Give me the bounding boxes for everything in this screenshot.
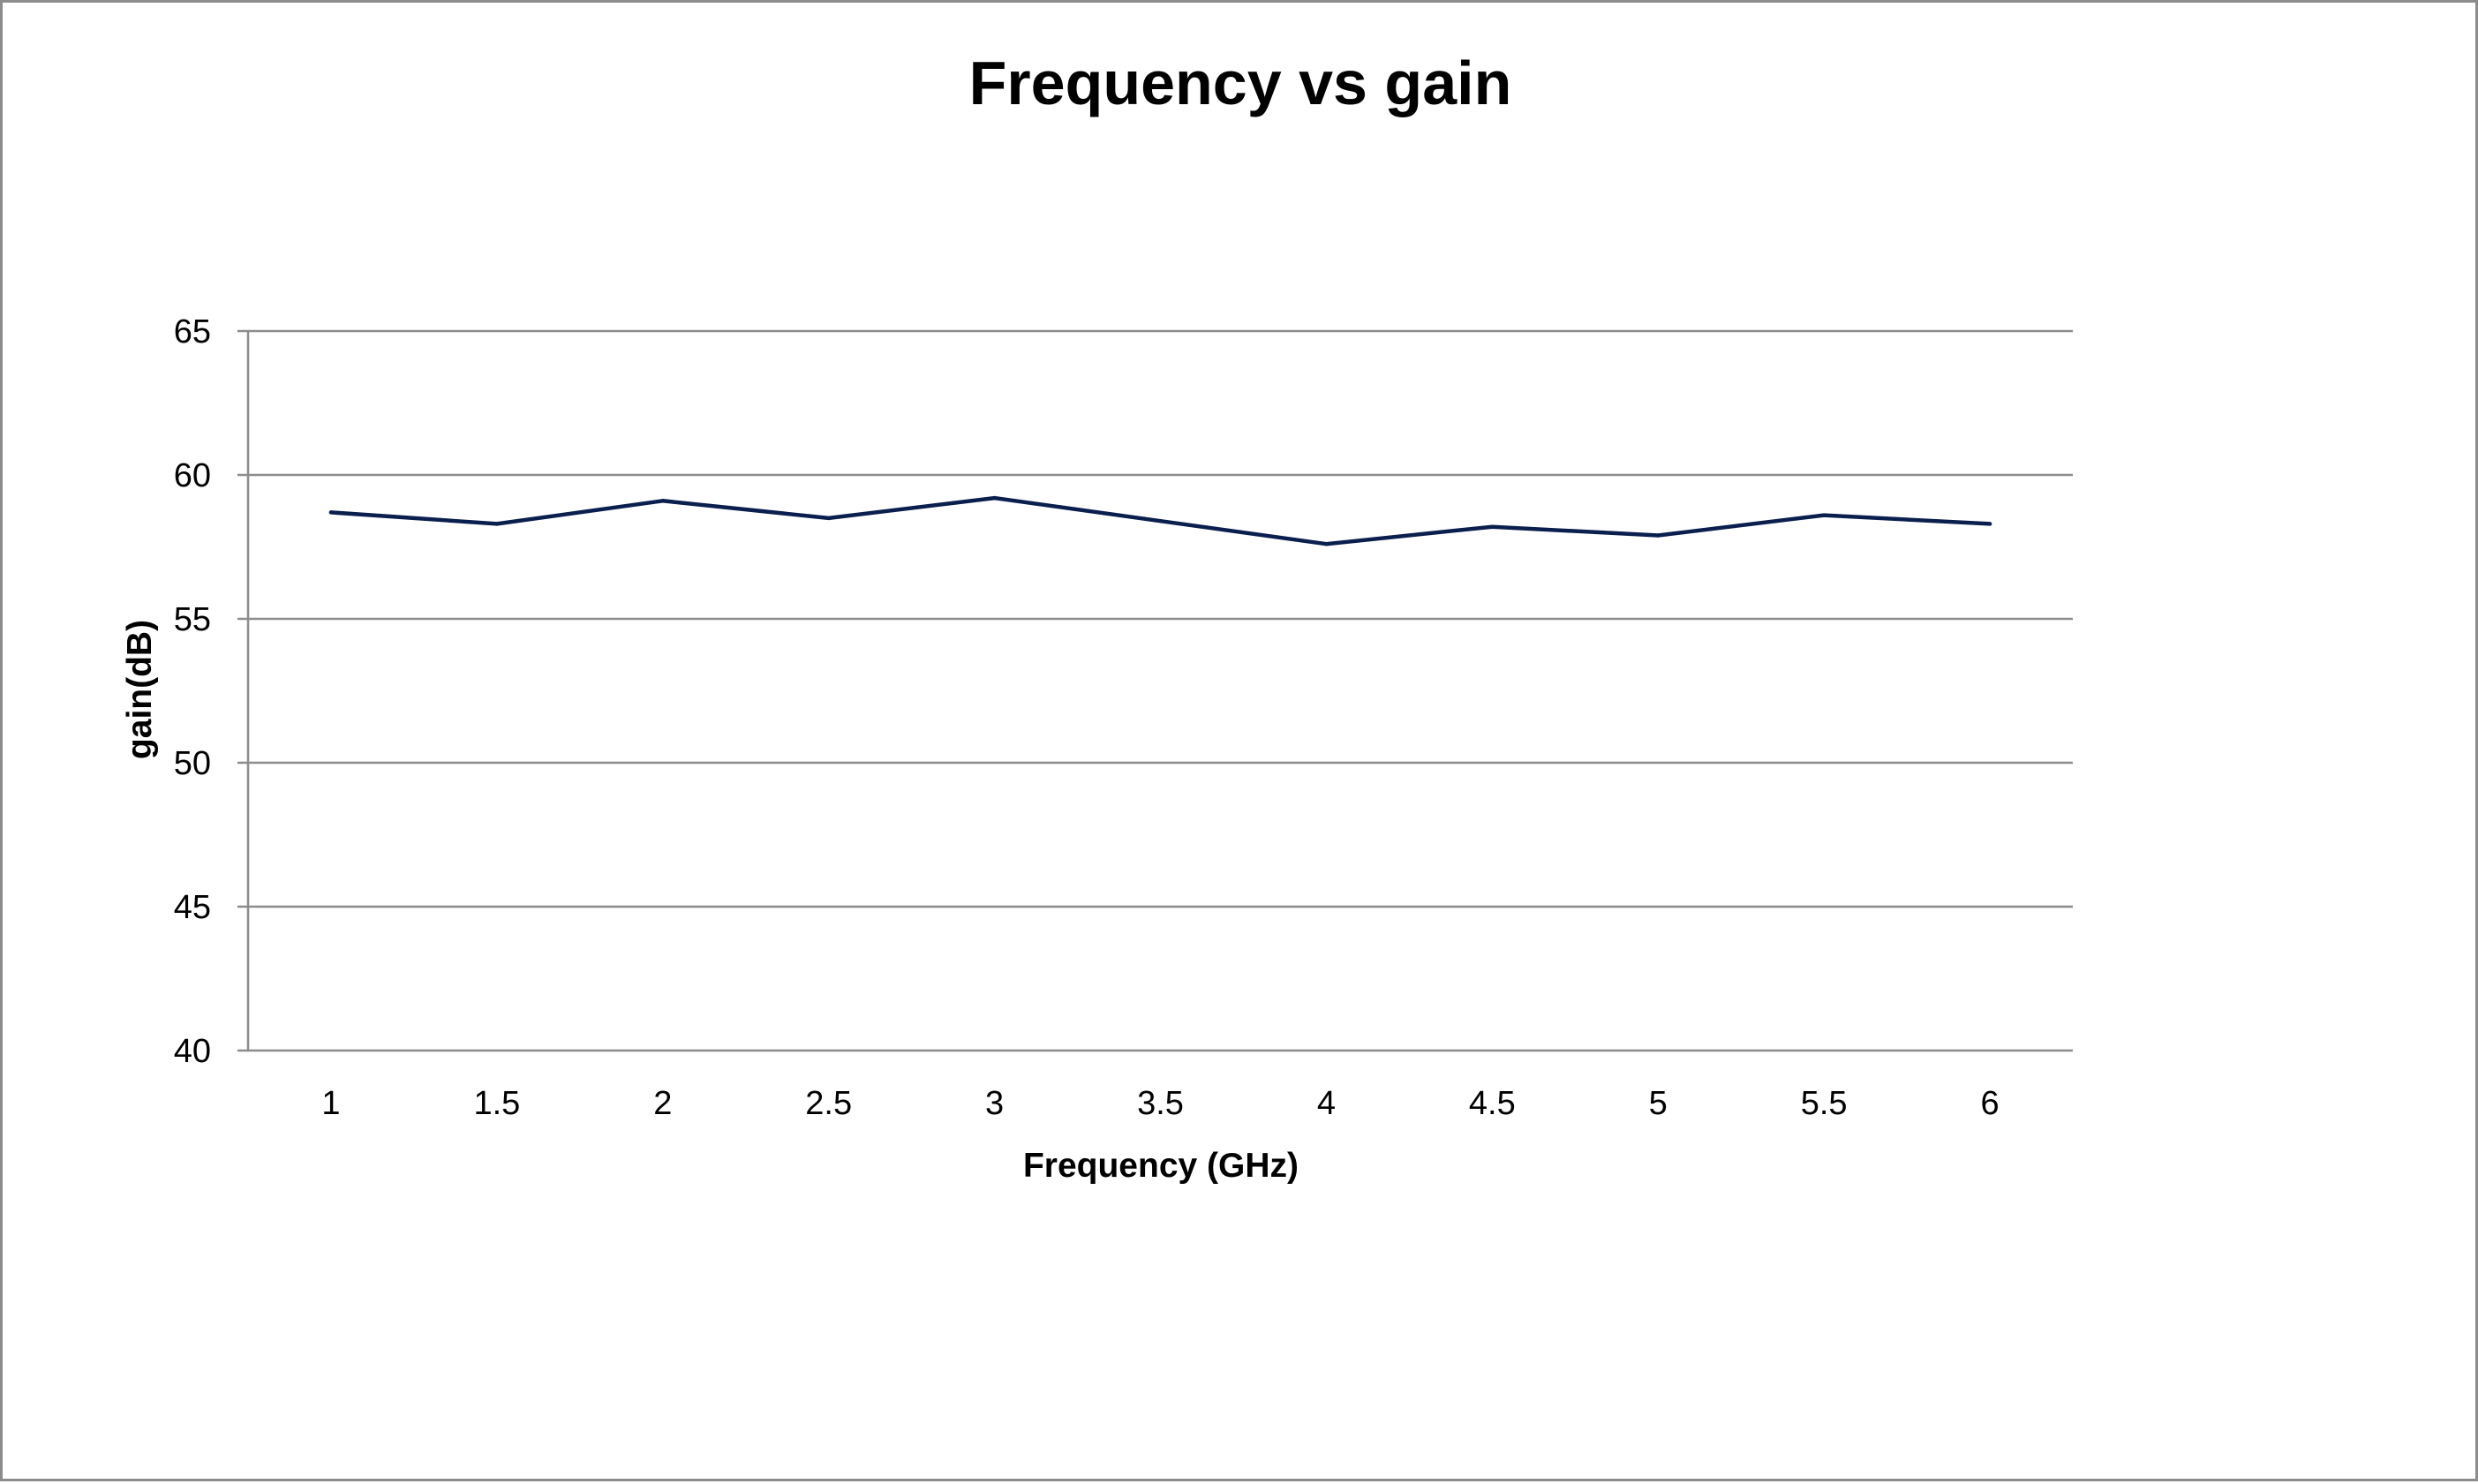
x-tick-label: 2	[653, 1085, 672, 1122]
series	[328, 495, 1992, 546]
x-tick-label: 3	[985, 1085, 1004, 1122]
y-tick-label: 65	[174, 313, 211, 350]
y-tick-label: 60	[174, 457, 211, 494]
data-point-3.5	[1158, 518, 1163, 524]
data-point-5	[1656, 533, 1661, 538]
tick-labels: 40 45 50 55 60 65 1 1.5 2 2.5 3 3.5 4 4.5 5 5.5 6	[174, 313, 2000, 1122]
x-tick-label: 1	[321, 1085, 340, 1122]
x-tick-label: 4	[1317, 1085, 1336, 1122]
data-point-2.5	[826, 516, 831, 521]
x-tick-label: 1.5	[473, 1085, 520, 1122]
x-tick-label: 5	[1649, 1085, 1668, 1122]
data-point-3	[992, 495, 997, 501]
data-point-5.5	[1821, 513, 1826, 517]
y-axis-title: gain(dB)	[121, 620, 159, 759]
data-point-2	[660, 499, 665, 503]
x-tick-label: 5.5	[1801, 1085, 1848, 1122]
data-point-6	[1987, 522, 1992, 526]
y-tick-label: 55	[174, 601, 211, 638]
gridlines	[248, 329, 2073, 1052]
data-point-1.5	[494, 522, 500, 526]
data-point-4.5	[1490, 524, 1495, 529]
y-tick-label: 50	[174, 745, 211, 782]
x-tick-label: 3.5	[1137, 1085, 1184, 1122]
data-point-1	[328, 510, 334, 515]
y-tick-label: 40	[174, 1033, 211, 1070]
y-tick-label: 45	[174, 889, 211, 926]
x-tick-label: 2.5	[805, 1085, 852, 1122]
x-tick-label: 6	[1980, 1085, 1999, 1122]
axes	[237, 329, 250, 1052]
data-point-4	[1324, 542, 1329, 546]
chart-title: Frequency vs gain	[969, 49, 1512, 117]
x-tick-label: 4.5	[1469, 1085, 1516, 1122]
x-axis-title: Frequency (GHz)	[1023, 1147, 1299, 1185]
